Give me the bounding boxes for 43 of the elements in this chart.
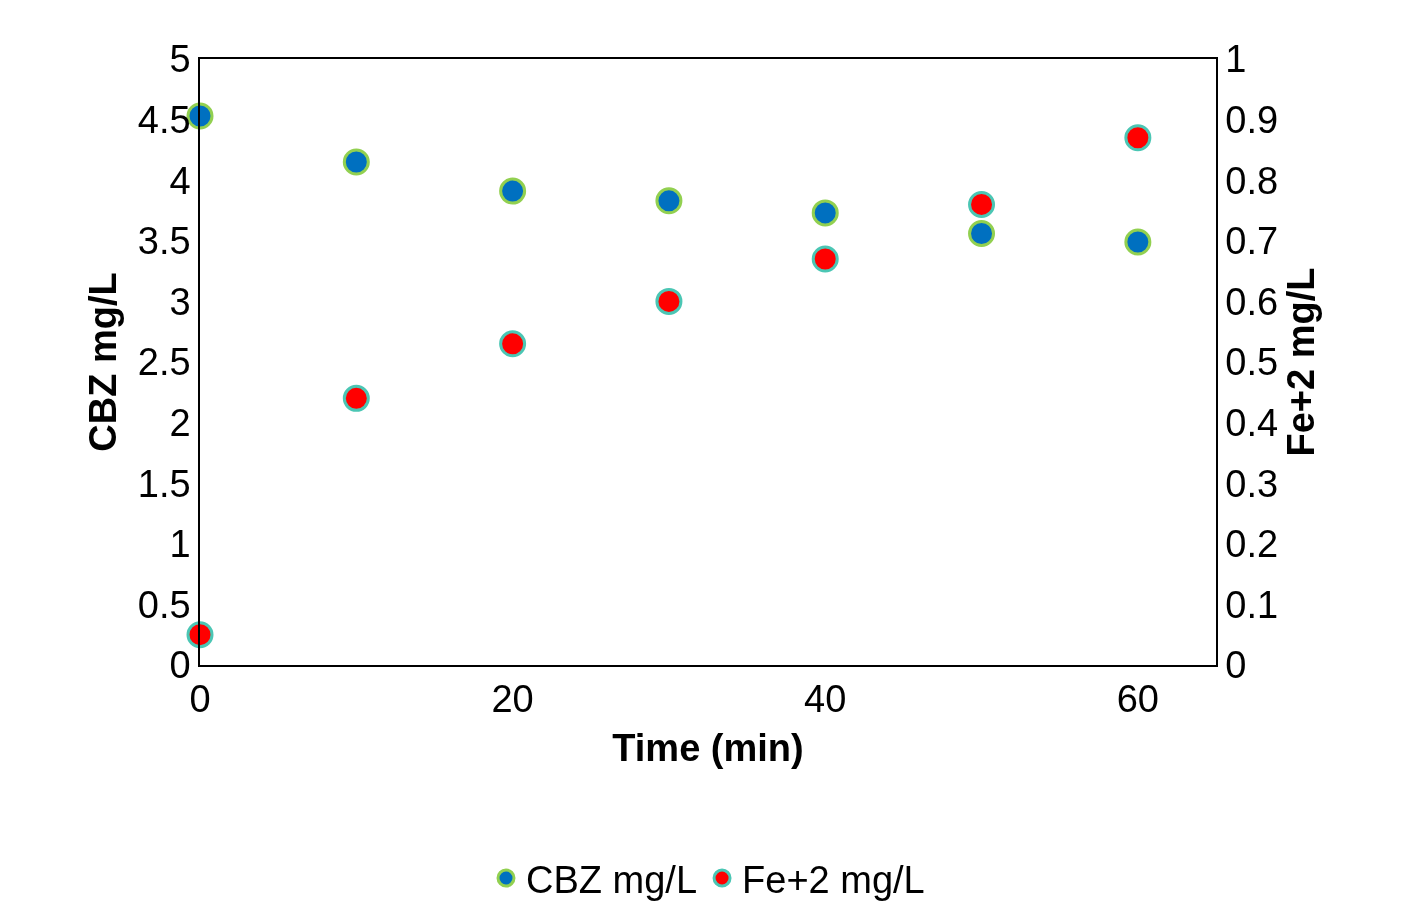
y2-tick-label: 0 <box>1225 644 1247 687</box>
point <box>811 245 839 273</box>
y2-tick-label: 0.8 <box>1225 159 1279 202</box>
point <box>811 199 839 227</box>
y-tick-label: 1 <box>169 523 191 566</box>
point <box>1124 124 1152 152</box>
legend-label: CBZ mg/L <box>526 858 698 901</box>
y-tick-label: 0 <box>169 644 191 687</box>
y-tick-label: 2.5 <box>137 341 191 384</box>
y2-tick-label: 0.4 <box>1225 401 1279 444</box>
y2-tick-label: 0.5 <box>1225 341 1279 384</box>
y2-tick-label: 1 <box>1225 38 1247 81</box>
y-tick-label: 0.5 <box>137 583 191 626</box>
point <box>186 621 214 649</box>
y2-tick-label: 0.2 <box>1225 523 1279 566</box>
y2-tick-label: 0.6 <box>1225 280 1279 323</box>
y2-tick-label: 0.3 <box>1225 462 1279 505</box>
x-tick-label: 60 <box>1116 678 1159 721</box>
point <box>342 148 370 176</box>
y-tick-label: 5 <box>169 38 191 81</box>
point <box>499 177 527 205</box>
point <box>1124 228 1152 256</box>
point <box>655 187 683 215</box>
y2-tick-label: 0.9 <box>1225 98 1279 141</box>
y-tick-label: 4.5 <box>137 98 191 141</box>
point <box>968 220 996 248</box>
y-axis-title: CBZ mg/L <box>81 272 124 452</box>
point <box>499 330 527 358</box>
x-axis-title: Time (min) <box>612 726 804 769</box>
point <box>655 287 683 315</box>
legend-label: Fe+2 mg/L <box>742 858 925 901</box>
point <box>342 384 370 412</box>
y-tick-label: 4 <box>169 159 191 202</box>
y-tick-label: 3.5 <box>137 220 191 263</box>
x-tick-label: 40 <box>804 678 847 721</box>
point <box>968 190 996 218</box>
y2-tick-label: 0.1 <box>1225 583 1279 626</box>
y-tick-label: 2 <box>169 401 191 444</box>
y-tick-label: 3 <box>169 280 191 323</box>
y2-axis-title: Fe+2 mg/L <box>1279 267 1322 457</box>
x-tick-label: 20 <box>491 678 534 721</box>
y-tick-label: 1.5 <box>137 462 191 505</box>
y2-tick-label: 0.7 <box>1225 220 1279 263</box>
